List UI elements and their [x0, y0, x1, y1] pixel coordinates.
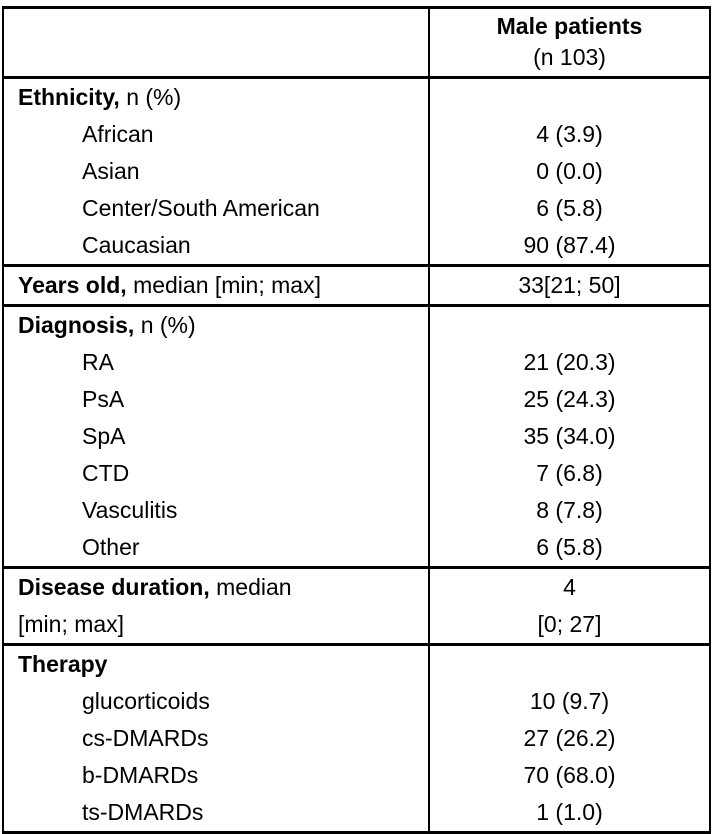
heading-bold-text: Years old, — [18, 272, 127, 298]
row-label: Other — [82, 534, 140, 560]
heading-regular-text: n (%) — [140, 312, 196, 338]
row-label: [min; max] — [18, 611, 125, 637]
table-row-asian: Asian 0 (0.0) — [3, 153, 710, 190]
section-heading-label: Therapy — [3, 643, 429, 683]
row-value: 90 (87.4) — [428, 227, 710, 266]
row-label: ts-DMARDs — [82, 799, 204, 825]
row-label: Center/South American — [82, 195, 320, 221]
row-label: cs-DMARDs — [82, 725, 209, 751]
section-heading-value — [428, 76, 710, 116]
table-row-african: African 4 (3.9) — [3, 116, 710, 153]
paper-table-page: Male patients (n 103) Ethnicity, n (%) A… — [2, 6, 711, 834]
section-row-disease-duration: Disease duration, median 4 — [3, 566, 710, 606]
row-label: Asian — [82, 158, 140, 184]
section-heading-value: 33[21; 50] — [428, 264, 710, 306]
row-value: 21 (20.3) — [428, 344, 710, 381]
row-value: 25 (24.3) — [428, 381, 710, 418]
table-row-vasculitis: Vasculitis 8 (7.8) — [3, 492, 710, 529]
table-row-ra: RA 21 (20.3) — [3, 344, 710, 381]
section-heading-value: 4 — [428, 566, 710, 606]
section-heading-label: Diagnosis, n (%) — [3, 304, 429, 344]
heading-bold-text: Therapy — [18, 651, 108, 677]
table-row-caucasian: Caucasian 90 (87.4) — [3, 227, 710, 266]
section-heading-diagnosis: Diagnosis, n (%) — [3, 304, 710, 344]
male-patients-characteristics-table: Male patients (n 103) Ethnicity, n (%) A… — [2, 6, 711, 834]
row-label: b-DMARDs — [82, 762, 199, 788]
section-heading-label: Years old, median [min; max] — [3, 264, 429, 306]
header-value-cell: Male patients (n 103) — [428, 7, 710, 79]
header-title: Male patients — [496, 13, 643, 39]
row-value: 6 (5.8) — [428, 529, 710, 568]
table-row-cs-dmards: cs-DMARDs 27 (26.2) — [3, 720, 710, 757]
row-value: 1 (1.0) — [428, 794, 710, 833]
row-value: 35 (34.0) — [428, 418, 710, 455]
table-row-b-dmards: b-DMARDs 70 (68.0) — [3, 757, 710, 794]
heading-bold-text: Disease duration, — [18, 574, 210, 600]
section-heading-ethnicity: Ethnicity, n (%) — [3, 76, 710, 116]
table-row-center-south-american: Center/South American 6 (5.8) — [3, 190, 710, 227]
row-label: Vasculitis — [82, 497, 178, 523]
table-row-ts-dmards: ts-DMARDs 1 (1.0) — [3, 794, 710, 833]
row-value: 6 (5.8) — [428, 190, 710, 227]
heading-regular-text: median — [216, 574, 292, 600]
table-row-other: Other 6 (5.8) — [3, 529, 710, 568]
section-row-disease-duration-line2: [min; max] [0; 27] — [3, 606, 710, 645]
section-heading-value — [428, 643, 710, 683]
table-header-row: Male patients (n 103) — [3, 7, 710, 79]
section-row-years-old: Years old, median [min; max] 33[21; 50] — [3, 264, 710, 306]
table-row-psa: PsA 25 (24.3) — [3, 381, 710, 418]
row-label: African — [82, 121, 154, 147]
row-value: [0; 27] — [428, 606, 710, 645]
section-heading-label: Ethnicity, n (%) — [3, 76, 429, 116]
heading-regular-text: median [min; max] — [133, 272, 321, 298]
row-label: glucorticoids — [82, 688, 210, 714]
row-value: 7 (6.8) — [428, 455, 710, 492]
header-empty-cell — [3, 7, 429, 79]
row-value: 10 (9.7) — [428, 683, 710, 720]
section-heading-value — [428, 304, 710, 344]
row-value: 8 (7.8) — [428, 492, 710, 529]
heading-regular-text: n (%) — [126, 84, 182, 110]
row-label: PsA — [82, 386, 125, 412]
row-label: RA — [82, 349, 114, 375]
table-row-glucorticoids: glucorticoids 10 (9.7) — [3, 683, 710, 720]
row-label: Caucasian — [82, 232, 191, 258]
table-row-ctd: CTD 7 (6.8) — [3, 455, 710, 492]
section-heading-therapy: Therapy — [3, 643, 710, 683]
section-heading-label: Disease duration, median — [3, 566, 429, 606]
heading-bold-text: Diagnosis, — [18, 312, 135, 338]
heading-bold-text: Ethnicity, — [18, 84, 120, 110]
row-label: CTD — [82, 460, 130, 486]
table-row-spa: SpA 35 (34.0) — [3, 418, 710, 455]
row-value: 27 (26.2) — [428, 720, 710, 757]
row-value: 4 (3.9) — [428, 116, 710, 153]
row-label: SpA — [82, 423, 126, 449]
row-value: 70 (68.0) — [428, 757, 710, 794]
header-subtitle: (n 103) — [533, 44, 606, 70]
row-value: 0 (0.0) — [428, 153, 710, 190]
